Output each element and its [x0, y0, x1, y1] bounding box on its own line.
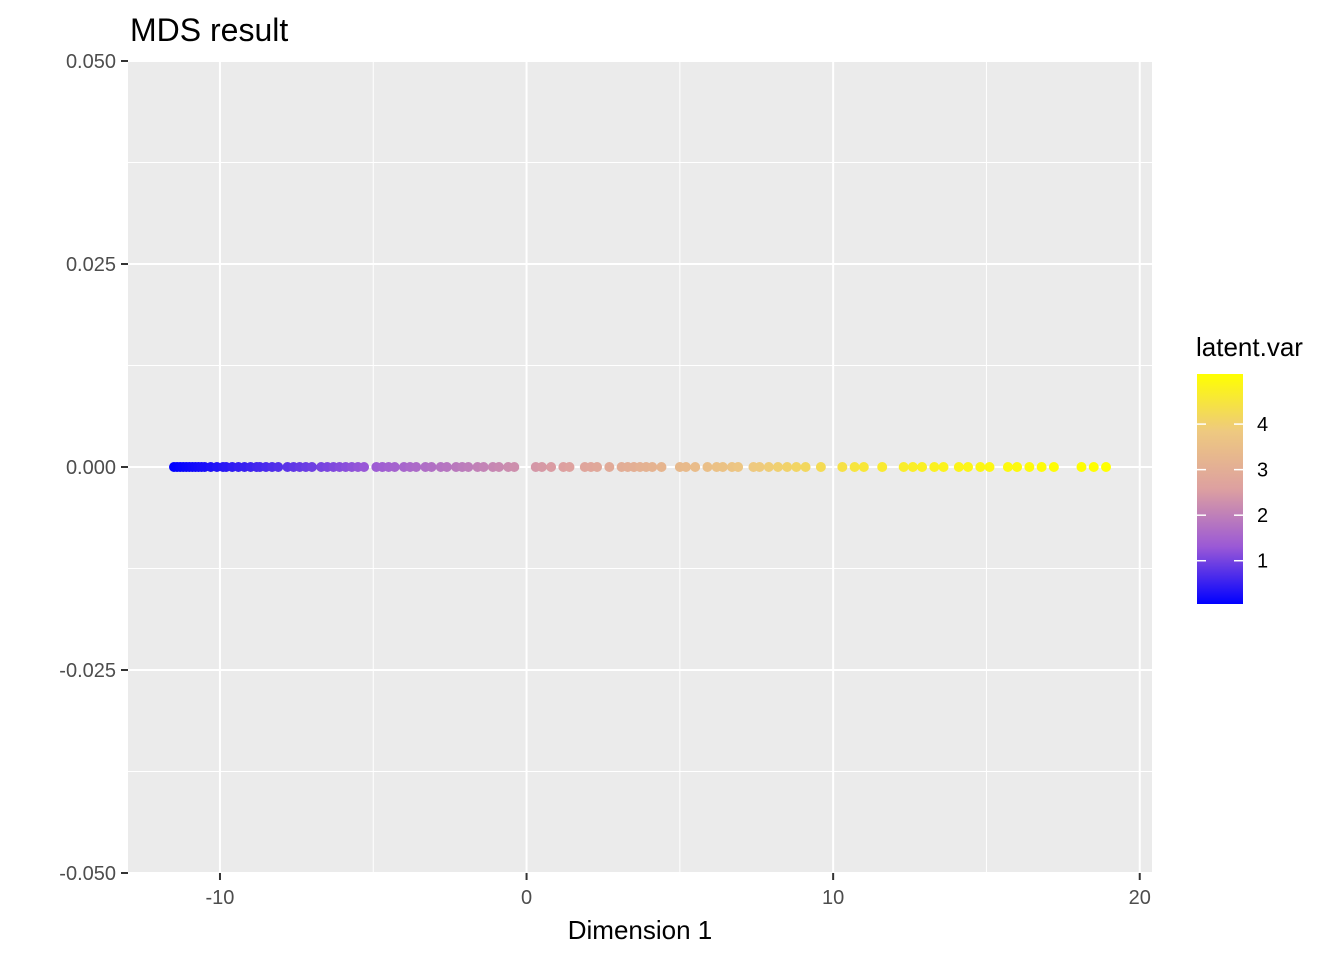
- data-point: [656, 462, 667, 472]
- x-axis: -10 0 10 20: [206, 873, 1151, 909]
- y-tick-label: 0.025: [66, 254, 116, 276]
- data-point: [604, 462, 615, 472]
- x-tick-label: 0: [521, 887, 532, 909]
- data-point: [898, 462, 909, 472]
- data-point: [984, 462, 995, 472]
- legend-break-label: 3: [1257, 460, 1268, 482]
- data-point: [680, 462, 691, 472]
- data-point: [546, 462, 557, 472]
- chart-title: MDS result: [130, 12, 288, 48]
- data-point: [800, 462, 811, 472]
- x-axis-label: Dimension 1: [568, 915, 713, 945]
- data-point: [975, 462, 986, 472]
- data-point: [963, 462, 974, 472]
- data-point: [647, 462, 658, 472]
- data-point: [1101, 462, 1112, 472]
- data-point: [1048, 462, 1059, 472]
- data-point: [493, 462, 504, 472]
- x-tick-label: 10: [822, 887, 844, 909]
- data-point: [858, 462, 869, 472]
- data-point: [929, 462, 940, 472]
- data-point: [782, 462, 793, 472]
- data-point: [1012, 462, 1023, 472]
- y-tick-label: 0.000: [66, 457, 116, 479]
- data-point: [849, 462, 860, 472]
- data-point: [791, 462, 802, 472]
- y-tick-label: -0.050: [59, 863, 116, 885]
- data-point: [478, 462, 489, 472]
- data-point: [837, 462, 848, 472]
- y-tick-label: 0.050: [66, 51, 116, 73]
- data-point: [411, 462, 422, 472]
- data-point: [441, 462, 452, 472]
- data-point: [877, 462, 888, 472]
- data-point: [509, 462, 520, 472]
- y-tick-label: -0.025: [59, 660, 116, 682]
- data-point: [815, 462, 826, 472]
- data-points: [168, 462, 1112, 472]
- data-point: [772, 462, 783, 472]
- x-tick-label: -10: [206, 887, 235, 909]
- data-point: [733, 462, 744, 472]
- data-point: [754, 462, 765, 472]
- data-point: [564, 462, 575, 472]
- data-point: [1002, 462, 1013, 472]
- data-point: [917, 462, 928, 472]
- data-point: [426, 462, 437, 472]
- legend: latent.var 1 2 3 4: [1196, 332, 1303, 604]
- data-point: [702, 462, 713, 472]
- data-point: [953, 462, 964, 472]
- legend-breaks: 1 2 3 4: [1197, 414, 1268, 573]
- legend-colorbar: [1197, 374, 1243, 604]
- legend-break-label: 2: [1257, 505, 1268, 527]
- data-point: [938, 462, 949, 472]
- data-point: [763, 462, 774, 472]
- legend-break-label: 1: [1257, 551, 1268, 573]
- y-axis: -0.050 -0.025 0.000 0.025 0.050: [59, 51, 128, 885]
- data-point: [306, 462, 317, 472]
- data-point: [1036, 462, 1047, 472]
- data-point: [717, 462, 728, 472]
- data-point: [1088, 462, 1099, 472]
- data-point: [389, 462, 400, 472]
- data-point: [592, 462, 603, 472]
- data-point: [463, 462, 474, 472]
- data-point: [690, 462, 701, 472]
- data-point: [1024, 462, 1035, 472]
- data-point: [359, 462, 370, 472]
- data-point: [1076, 462, 1087, 472]
- data-point: [536, 462, 547, 472]
- data-point: [273, 462, 284, 472]
- data-point: [907, 462, 918, 472]
- x-tick-label: 20: [1129, 887, 1151, 909]
- legend-break-label: 4: [1257, 414, 1268, 436]
- legend-title: latent.var: [1196, 332, 1303, 362]
